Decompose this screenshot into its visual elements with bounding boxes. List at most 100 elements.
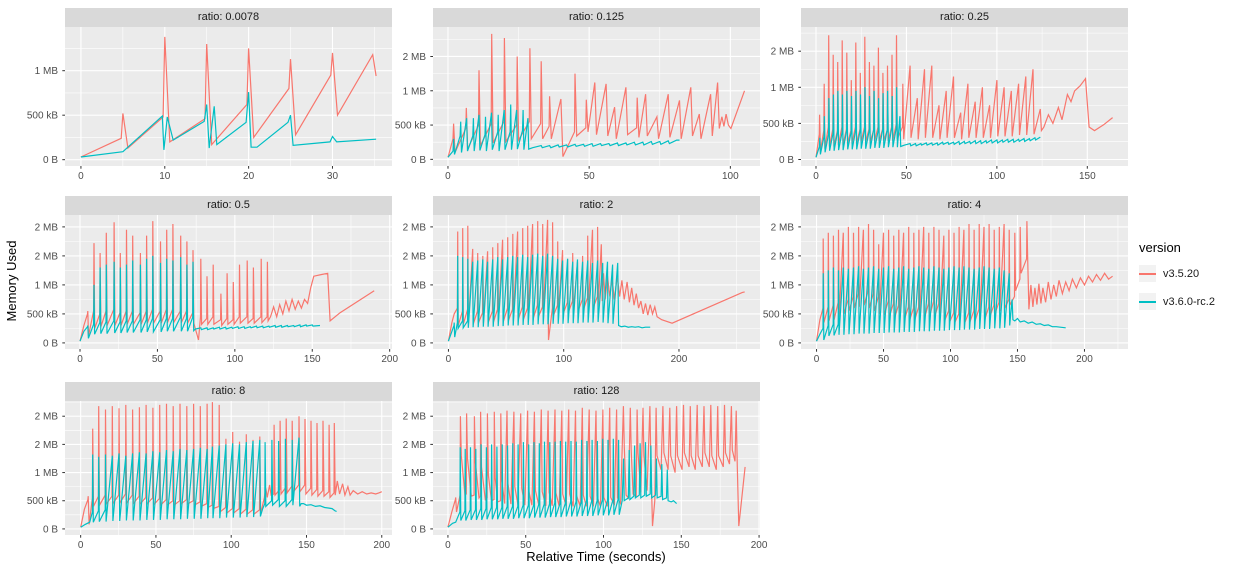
y-tick-label: 2 MB bbox=[403, 222, 427, 233]
y-tick-label: 0 B bbox=[411, 338, 426, 349]
series-line-v3.6.0-rc.2 bbox=[79, 255, 321, 342]
y-tick-label: 500 kB bbox=[763, 309, 794, 320]
legend-key-line-icon bbox=[1139, 293, 1156, 310]
series-lines bbox=[447, 33, 746, 158]
y-tick-label: 1 MB bbox=[35, 468, 59, 479]
legend-item-v3.5.20: v3.5.20 bbox=[1139, 265, 1215, 282]
series-line-v3.6.0-rc.2 bbox=[815, 266, 1066, 342]
y-tick-label: 0 B bbox=[779, 338, 794, 349]
y-tick-label: 500 kB bbox=[395, 309, 426, 320]
x-tick-label: 50 bbox=[150, 540, 162, 551]
y-tick-label: 500 kB bbox=[27, 496, 58, 507]
facet-strip-2: ratio: 0.25 bbox=[801, 8, 1128, 27]
x-tick-label: 0 bbox=[77, 354, 83, 365]
y-tick-label: 500 kB bbox=[395, 121, 426, 132]
series-line-v3.6.0-rc.2 bbox=[80, 437, 337, 528]
series-line-v3.6.0-rc.2 bbox=[447, 253, 651, 342]
y-tick-label: 0 B bbox=[411, 524, 426, 535]
x-tick-label: 200 bbox=[671, 354, 688, 365]
facet-plot-0: 0 10 20 30 0 B 500 kB 1 MB bbox=[27, 27, 392, 182]
y-tick-label: 500 kB bbox=[27, 309, 58, 320]
x-tick-label: 200 bbox=[751, 540, 768, 551]
y-tick-label: 1 MB bbox=[771, 83, 795, 94]
y-tick-label: 2 MB bbox=[403, 52, 427, 63]
x-tick-label: 0 bbox=[445, 171, 451, 182]
x-tick-label: 0 bbox=[814, 354, 820, 365]
y-tick-label: 2 MB bbox=[771, 251, 795, 262]
x-axis-title: Relative Time (seconds) bbox=[526, 549, 666, 564]
x-tick-label: 0 bbox=[78, 171, 84, 182]
x-tick-label: 200 bbox=[381, 354, 398, 365]
x-tick-label: 50 bbox=[878, 354, 890, 365]
y-tick-label: 1 MB bbox=[403, 86, 427, 97]
y-tick-label: 2 MB bbox=[35, 412, 59, 423]
facet-plot-7: 0 50 100 150 200 0 B 500 kB 1 MB 2 MB 2 MB bbox=[395, 401, 768, 551]
x-tick-label: 0 bbox=[78, 540, 84, 551]
series-lines bbox=[80, 36, 377, 158]
panel-background bbox=[801, 27, 1128, 166]
x-tick-label: 100 bbox=[227, 354, 244, 365]
series-line-v3.5.20 bbox=[80, 36, 377, 158]
x-tick-label: 50 bbox=[901, 171, 913, 182]
x-tick-label: 100 bbox=[223, 540, 240, 551]
series-lines bbox=[447, 219, 745, 342]
facet-plot-5: 0 50 100 150 200 0 B 500 kB 1 MB 2 MB 2 MB bbox=[763, 215, 1128, 365]
x-tick-label: 200 bbox=[1076, 354, 1093, 365]
y-tick-label: 1 MB bbox=[403, 468, 427, 479]
x-tick-label: 100 bbox=[942, 354, 959, 365]
x-tick-label: 30 bbox=[327, 171, 339, 182]
facet-plot-2: 0 50 100 150 0 B 500 kB 1 MB 2 MB bbox=[763, 27, 1128, 182]
facet-plot-3: 0 50 100 150 200 0 B 500 kB 1 MB 2 MB 2 MB bbox=[27, 215, 398, 365]
y-tick-label: 500 kB bbox=[27, 111, 58, 122]
x-tick-label: 150 bbox=[1079, 171, 1096, 182]
y-tick-label: 0 B bbox=[43, 524, 58, 535]
x-tick-label: 0 bbox=[446, 354, 452, 365]
series-line-v3.6.0-rc.2 bbox=[447, 438, 678, 528]
legend-label: v3.5.20 bbox=[1163, 267, 1200, 280]
series-line-v3.6.0-rc.2 bbox=[80, 92, 377, 158]
legend-label: v3.6.0-rc.2 bbox=[1163, 295, 1215, 308]
y-tick-label: 0 B bbox=[779, 155, 794, 166]
series-lines bbox=[79, 221, 375, 342]
x-tick-label: 100 bbox=[722, 171, 739, 182]
x-tick-label: 0 bbox=[813, 171, 819, 182]
facet-strip-1: ratio: 0.125 bbox=[433, 8, 760, 27]
x-tick-label: 50 bbox=[584, 171, 596, 182]
x-tick-label: 100 bbox=[989, 171, 1006, 182]
x-tick-label: 0 bbox=[445, 540, 451, 551]
series-line-v3.6.0-rc.2 bbox=[815, 87, 1041, 158]
x-tick-label: 100 bbox=[555, 354, 572, 365]
x-tick-label: 20 bbox=[243, 171, 255, 182]
x-tick-label: 150 bbox=[298, 540, 315, 551]
y-tick-label: 0 B bbox=[43, 155, 58, 166]
facet-strip-5: ratio: 4 bbox=[801, 196, 1128, 215]
facet-plot-1: 0 50 100 0 B 500 kB 1 MB 2 MB bbox=[395, 27, 760, 182]
y-tick-label: 2 MB bbox=[35, 440, 59, 451]
facet-strip-4: ratio: 2 bbox=[433, 196, 760, 215]
legend-title: version bbox=[1139, 240, 1181, 255]
panel-background bbox=[65, 27, 392, 166]
y-tick-label: 2 MB bbox=[771, 47, 795, 58]
y-tick-label: 2 MB bbox=[403, 251, 427, 262]
y-tick-label: 2 MB bbox=[35, 251, 59, 262]
y-tick-label: 1 MB bbox=[35, 66, 59, 77]
facet-strip-6: ratio: 8 bbox=[65, 382, 392, 401]
legend: version v3.5.20 v3.6.0-rc.2 bbox=[1139, 240, 1215, 321]
x-tick-label: 150 bbox=[304, 354, 321, 365]
facet-plot-6: 0 50 100 150 200 0 B 500 kB 1 MB 2 MB 2 MB bbox=[27, 401, 392, 551]
x-tick-label: 150 bbox=[1009, 354, 1026, 365]
facet-plot-4: 0 100 200 0 B 500 kB 1 MB 2 MB 2 MB bbox=[395, 215, 760, 365]
x-tick-label: 10 bbox=[159, 171, 171, 182]
series-line-v3.5.20 bbox=[447, 33, 746, 158]
series-lines bbox=[447, 404, 746, 528]
y-tick-label: 0 B bbox=[43, 338, 58, 349]
x-tick-label: 50 bbox=[152, 354, 164, 365]
y-tick-label: 2 MB bbox=[403, 412, 427, 423]
series-lines bbox=[80, 402, 383, 528]
y-tick-label: 500 kB bbox=[395, 496, 426, 507]
y-tick-label: 2 MB bbox=[403, 440, 427, 451]
legend-items: v3.5.20 v3.6.0-rc.2 bbox=[1139, 265, 1215, 310]
y-tick-label: 500 kB bbox=[763, 119, 794, 130]
y-tick-label: 1 MB bbox=[771, 280, 795, 291]
